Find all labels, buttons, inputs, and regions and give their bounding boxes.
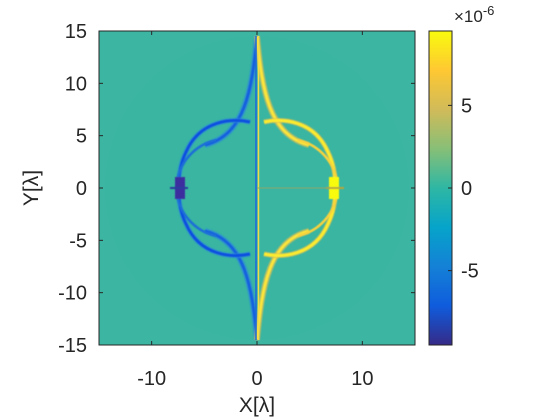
- y-tick-label: -10: [58, 283, 87, 305]
- x-tick-label: -10: [137, 368, 166, 390]
- x-ticks: -10 0 10: [137, 31, 373, 390]
- left-lobe: [170, 35, 260, 341]
- y-tick-label: 0: [76, 178, 87, 200]
- colorbar-tick-label: -5: [461, 261, 479, 283]
- colorbar-tick-label: 0: [461, 178, 472, 200]
- y-ticks: -15 -10 -5 0 5 10 15: [58, 21, 415, 357]
- y-axis-title: Y[λ]: [20, 170, 43, 206]
- y-tick-label: -5: [69, 230, 87, 252]
- colorbar-exponent-base: ×10: [454, 7, 483, 26]
- colorbar-exponent-power: -6: [483, 3, 495, 18]
- colorbar-exponent: ×10-6: [454, 3, 494, 26]
- y-tick-label: 10: [65, 73, 87, 95]
- colorbar: -5 0 5 ×10-6: [428, 3, 494, 346]
- y-tick-label: 15: [65, 21, 87, 43]
- x-tick-label: 0: [251, 368, 262, 390]
- plot-area: [99, 31, 415, 345]
- colorbar-ticks: -5 0 5: [448, 95, 479, 283]
- axes: -10 0 10 -15 -10 -5 0 5 10 15 X[λ] Y[λ]: [20, 21, 416, 417]
- x-axis-title: X[λ]: [239, 394, 275, 417]
- x-tick-label: 10: [351, 368, 373, 390]
- colorbar-tick-label: 5: [461, 95, 472, 117]
- y-tick-label: -15: [58, 335, 87, 357]
- colorbar-gradient: [429, 31, 452, 345]
- y-tick-label: 5: [76, 126, 87, 148]
- left-upper-cusp: [204, 35, 259, 341]
